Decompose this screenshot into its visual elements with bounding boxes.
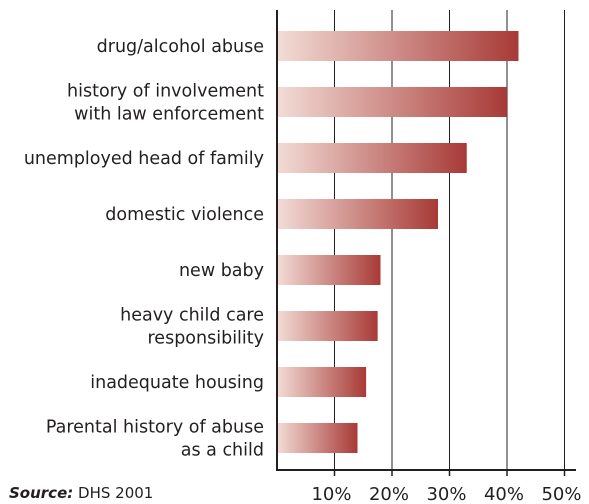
x-tick-label-30: 30% [426, 484, 466, 504]
x-tick-label-20: 20% [369, 484, 409, 504]
x-tick-labels: 10% 20% 30% 40% 50% [311, 484, 581, 504]
axes [276, 10, 576, 476]
source-label: Source: [9, 484, 74, 502]
x-tick-label-10: 10% [311, 484, 351, 504]
category-label-0: drug/alcohol abuse [97, 37, 264, 57]
bar-1 [277, 87, 507, 117]
category-label-4: new baby [179, 261, 264, 281]
category-label-7: Parental history of abuse as a child [46, 418, 264, 461]
bars [277, 31, 519, 453]
bar-4 [277, 255, 381, 285]
x-tick-label-40: 40% [484, 484, 524, 504]
source-text: DHS 2001 [78, 484, 154, 502]
x-tick-label-50: 50% [541, 484, 581, 504]
category-label-6: inadequate housing [90, 373, 264, 393]
bar-6 [277, 367, 367, 397]
category-label-2: unemployed head of family [24, 149, 264, 169]
category-label-3: domestic violence [105, 205, 264, 225]
bar-3 [277, 199, 438, 229]
bar-7 [277, 423, 358, 453]
bar-0 [277, 31, 519, 61]
gridlines [334, 10, 565, 470]
category-label-1: history of involvement with law enforceme… [67, 82, 264, 125]
category-label-5: heavy child care responsibility [120, 306, 264, 349]
category-labels: drug/alcohol abuse history of involvement… [24, 37, 264, 461]
bar-5 [277, 311, 378, 341]
bar-2 [277, 143, 467, 173]
source-note: Source: DHS 2001 [9, 484, 153, 502]
